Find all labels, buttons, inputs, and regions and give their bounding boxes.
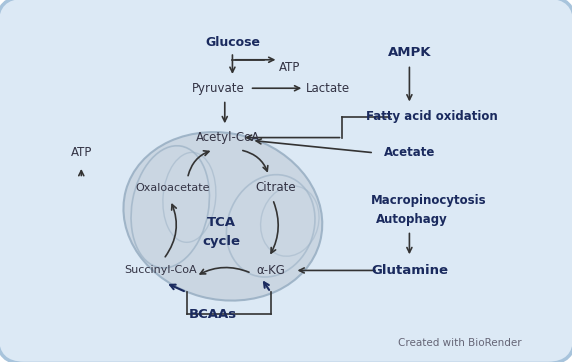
Text: Fatty acid oxidation: Fatty acid oxidation [366,110,497,123]
Text: Created with BioRender: Created with BioRender [398,337,522,348]
Text: BCAAs: BCAAs [189,308,237,321]
Text: Lactate: Lactate [306,82,350,95]
Text: AMPK: AMPK [388,46,431,59]
Text: α-KG: α-KG [256,264,285,277]
Text: Oxaloacetate: Oxaloacetate [136,183,210,193]
Text: Glutamine: Glutamine [371,264,448,277]
Text: Acetyl-CoA: Acetyl-CoA [196,131,260,144]
Text: Macropinocytosis: Macropinocytosis [371,194,486,207]
Text: Citrate: Citrate [255,181,296,194]
Text: Acetate: Acetate [384,146,435,159]
Text: ATP: ATP [70,146,92,159]
Text: cycle: cycle [202,235,240,248]
Text: TCA: TCA [206,216,236,230]
Text: Succinyl-CoA: Succinyl-CoA [124,265,197,275]
Text: Pyruvate: Pyruvate [192,82,244,95]
Ellipse shape [124,132,322,300]
Text: Autophagy: Autophagy [376,213,448,226]
Text: ATP: ATP [279,61,300,74]
Text: Glucose: Glucose [205,36,260,49]
